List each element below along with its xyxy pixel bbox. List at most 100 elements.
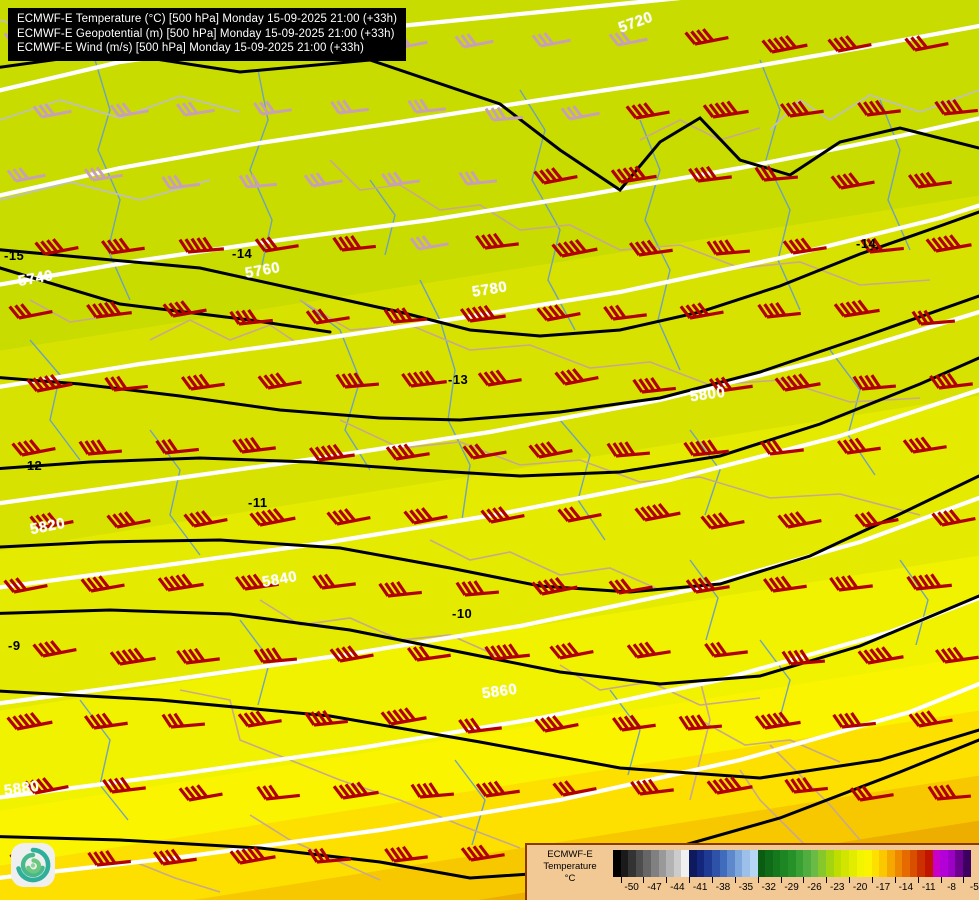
colorbar-swatch [704,850,712,877]
colorbar-tick-labels: -50 -47 -44 -41 -38 -35 -32 -29 -26 -23 -20 -17 -14-… [613,882,978,896]
colorbar-swatch [864,850,872,877]
wind-barb [106,506,152,530]
temperature-contour-label: -14 [856,236,877,251]
colorbar-tick-label: -41 [692,882,708,893]
wind-barb [849,780,896,803]
wind-barb [702,96,751,120]
temperature-contour-label: -10 [452,606,473,621]
wind-barb [257,367,304,391]
wind-barb [6,707,54,732]
wind-barb [458,167,499,187]
wind-barb [462,437,509,461]
colorbar-swatch [658,850,667,877]
colorbar-ticks [613,877,971,883]
colorbar-swatch [955,850,964,877]
colorbar-tick-label: -11 [921,882,936,893]
wind-barb [549,637,595,661]
wind-barb [378,577,424,599]
wind-barb [380,703,429,727]
colorbar-swatch [772,850,781,877]
wind-barb [700,507,746,531]
wind-barb [161,170,202,191]
wind-barb [403,502,449,526]
wind-barb [178,234,226,255]
wind-barb [687,162,734,184]
colorbar-swatch [848,850,857,877]
wind-barb [782,233,829,256]
colorbar-tick-label: -38 [715,882,731,893]
wind-barb [827,30,873,54]
colorbar-tick-label: -17 [875,882,891,893]
wind-barb [928,369,975,391]
colorbar-tick [963,877,965,883]
colorbar-swatch [932,850,941,877]
wind-barb [332,777,381,801]
wind-barb [611,710,658,733]
wind-barb [533,162,579,186]
wind-barb [832,708,878,730]
colorbar-swatch [856,850,865,877]
colorbar-tick-label: -29 [784,882,799,893]
colorbar-swatch [689,850,697,877]
temperature-contour-label: -11 [248,495,268,510]
title-line-temperature: ECMWF-E Temperature (°C) [500 hPa] Monda… [17,13,398,25]
wind-barb [625,97,672,121]
wind-barb [326,503,372,527]
temperature-contour-label: -14 [232,246,253,261]
colorbar-swatch [788,850,796,877]
wind-barb [231,433,278,455]
colorbar-swatch [917,850,925,877]
wind-barb [383,842,430,864]
colorbar-tick [712,877,714,883]
wind-barb [852,371,898,392]
temperature-contour-label: -9 [8,638,21,653]
wind-barb [454,27,495,50]
colorbar-swatch [719,850,728,877]
wind-barb [678,711,724,732]
colorbar-swatch [924,850,933,877]
wind-barb [161,709,207,730]
colorbar-swatch [833,850,842,877]
swirl-logo[interactable] [8,840,58,890]
wind-barb [83,708,130,731]
colorbar-swatch [947,850,956,877]
colorbar-tick [849,877,851,883]
wind-barb [229,305,275,327]
wind-barb [626,637,673,660]
colorbar-tick-label: -32 [761,882,776,893]
colorbar-swatch [879,850,887,877]
colorbar-swatch [651,850,659,877]
wind-barb [180,369,227,392]
colorbar-swatch [841,850,849,877]
wind-barb [78,436,124,457]
colorbar-swatch [628,850,636,877]
wind-barb [256,780,302,802]
colorbar-tick [620,877,622,883]
wind-barb [762,571,809,594]
wind-barb [706,236,752,257]
wind-barb [610,161,659,185]
wind-barb [238,170,279,190]
colorbar-swatch [742,850,750,877]
temperature-contour-label: -13 [448,372,469,387]
wind-barb [857,642,906,666]
wind-barb [175,644,222,666]
wind-barb [183,505,229,529]
wind-barb [332,231,378,253]
wind-barb [679,297,726,321]
colorbar-swatch [620,850,629,877]
colorbar-swatch [613,850,621,877]
wind-barb [934,642,979,665]
wind-barb [407,95,448,115]
wind-barb [531,572,579,597]
wind-barb [907,167,954,190]
wind-barb [409,230,451,252]
wind-barb [927,781,973,802]
colorbar-swatch [810,850,819,877]
wind-barb [400,367,449,389]
colorbar-swatch [886,850,895,877]
wind-barb [683,436,731,458]
colorbar-tick-label: -47 [647,882,662,893]
colorbar-tick-label: -35 [738,882,754,893]
